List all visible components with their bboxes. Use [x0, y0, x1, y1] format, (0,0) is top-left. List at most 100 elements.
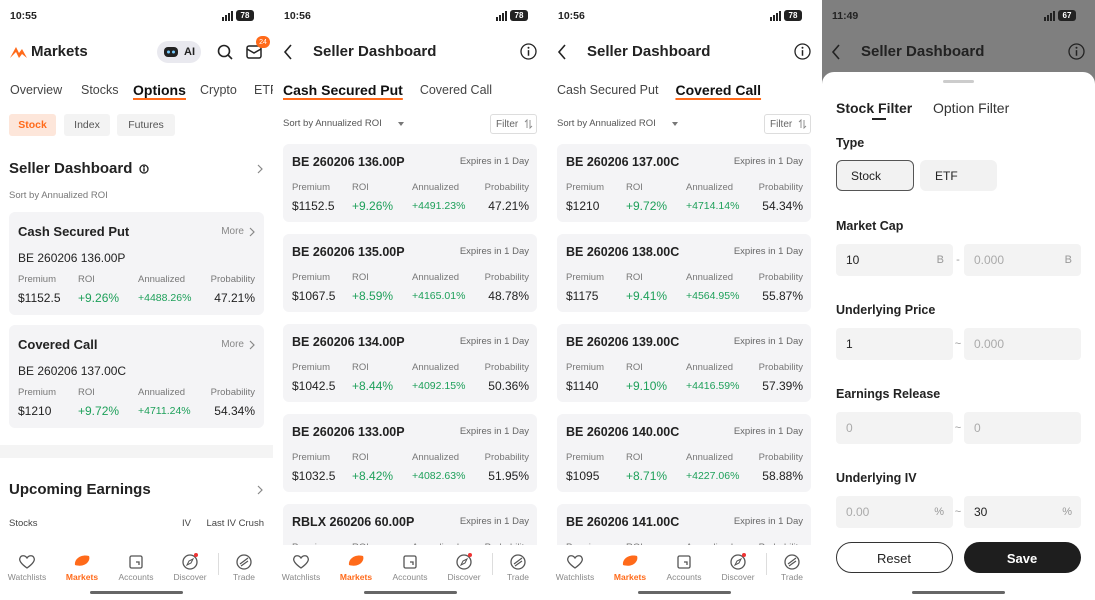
nav-label[interactable]: Markets: [613, 571, 647, 582]
nav-label[interactable]: Discover: [173, 571, 207, 582]
input-value[interactable]: 0: [974, 421, 981, 435]
nav-icon[interactable]: [621, 553, 639, 571]
option-card[interactable]: [557, 144, 811, 222]
nav-label[interactable]: Markets: [339, 571, 373, 582]
more-link[interactable]: More: [221, 225, 244, 237]
market-tab[interactable]: Overview: [10, 83, 63, 97]
ai-label[interactable]: AI: [184, 46, 195, 58]
range-input[interactable]: [964, 412, 1081, 444]
range-input[interactable]: [836, 496, 953, 528]
type-option-label[interactable]: Stock: [851, 169, 882, 183]
market-tab[interactable]: ETF: [254, 83, 273, 97]
option-card[interactable]: [283, 324, 537, 402]
nav-icon[interactable]: [509, 553, 527, 571]
summary-card[interactable]: [9, 212, 264, 315]
mail-icon[interactable]: [246, 45, 262, 59]
range-input[interactable]: [964, 328, 1081, 360]
nav-icon[interactable]: [401, 553, 419, 571]
range-input[interactable]: [836, 328, 953, 360]
filter-tab[interactable]: Option Filter: [933, 100, 1010, 116]
filter-label[interactable]: Filter: [496, 118, 519, 130]
type-option[interactable]: [920, 160, 997, 191]
back-button[interactable]: [831, 44, 841, 60]
search-icon[interactable]: [217, 44, 233, 60]
range-input[interactable]: [964, 244, 1081, 276]
type-option[interactable]: [836, 160, 914, 191]
input-value[interactable]: 0: [846, 421, 853, 435]
nav-label[interactable]: Trade: [233, 571, 255, 582]
nav-label[interactable]: Trade: [507, 571, 529, 582]
filter-button[interactable]: [764, 114, 811, 134]
nav-label[interactable]: Discover: [447, 571, 481, 582]
nav-icon[interactable]: [181, 553, 199, 571]
chip-label[interactable]: Stock: [18, 119, 47, 131]
nav-label[interactable]: Accounts: [666, 571, 702, 582]
market-tab[interactable]: Options: [133, 82, 186, 98]
chip-label[interactable]: Index: [74, 119, 100, 131]
input-value[interactable]: 1: [846, 337, 853, 351]
back-button[interactable]: [283, 44, 293, 60]
market-tab[interactable]: Stocks: [81, 83, 119, 97]
option-card[interactable]: [557, 414, 811, 492]
filter-chip[interactable]: [64, 114, 110, 136]
input-value[interactable]: 0.000: [974, 337, 1005, 351]
nav-label[interactable]: Discover: [721, 571, 755, 582]
nav-icon[interactable]: [455, 553, 473, 571]
sort-label[interactable]: Sort by Annualized ROI: [283, 118, 382, 129]
nav-icon[interactable]: [347, 553, 365, 571]
info-icon[interactable]: [139, 164, 149, 174]
dashboard-tab[interactable]: Covered Call: [419, 83, 493, 97]
filter-chip[interactable]: [117, 114, 175, 136]
input-value[interactable]: 30: [974, 505, 988, 519]
nav-label[interactable]: Accounts: [392, 571, 428, 582]
dashboard-tab[interactable]: Cash Secured Put: [283, 82, 403, 98]
range-input[interactable]: [836, 412, 953, 444]
range-input[interactable]: [964, 496, 1081, 528]
nav-icon[interactable]: [73, 553, 91, 571]
reset-button[interactable]: [836, 542, 953, 573]
input-value[interactable]: 0.000: [974, 253, 1005, 267]
nav-icon[interactable]: [18, 553, 36, 571]
nav-icon[interactable]: [729, 553, 747, 571]
dashboard-tab[interactable]: Cash Secured Put: [557, 83, 659, 97]
save-button[interactable]: [964, 542, 1081, 573]
input-value[interactable]: 0.00: [846, 505, 870, 519]
nav-icon[interactable]: [127, 553, 145, 571]
info-icon[interactable]: [520, 43, 537, 60]
filter-chip[interactable]: [9, 114, 56, 136]
info-icon[interactable]: [794, 43, 811, 60]
nav-icon[interactable]: [292, 553, 310, 571]
nav-label[interactable]: Watchlists: [281, 571, 321, 582]
nav-icon[interactable]: [783, 553, 801, 571]
type-option-label[interactable]: ETF: [935, 169, 958, 183]
option-card[interactable]: [557, 234, 811, 312]
input-value[interactable]: 10: [846, 253, 860, 267]
nav-icon[interactable]: [566, 553, 584, 571]
nav-icon[interactable]: [235, 553, 253, 571]
option-card[interactable]: [557, 324, 811, 402]
option-card[interactable]: [283, 144, 537, 222]
info-icon[interactable]: [1068, 43, 1085, 60]
reset-label[interactable]: Reset: [877, 550, 911, 566]
nav-label[interactable]: Markets: [65, 571, 99, 582]
ai-button[interactable]: [157, 41, 201, 63]
nav-label[interactable]: Accounts: [118, 571, 154, 582]
filter-tab[interactable]: Stock Filter: [836, 100, 913, 116]
nav-label[interactable]: Watchlists: [555, 571, 595, 582]
back-button[interactable]: [557, 44, 567, 60]
option-card[interactable]: [283, 234, 537, 312]
filter-button[interactable]: [490, 114, 537, 134]
nav-label[interactable]: Trade: [781, 571, 803, 582]
dashboard-tab[interactable]: Covered Call: [675, 82, 762, 98]
sort-label[interactable]: Sort by Annualized ROI: [557, 118, 656, 129]
option-card[interactable]: [283, 414, 537, 492]
chip-label[interactable]: Futures: [128, 119, 164, 131]
market-tab[interactable]: Crypto: [200, 83, 237, 97]
nav-icon[interactable]: [675, 553, 693, 571]
save-label[interactable]: Save: [1006, 550, 1038, 566]
filter-label[interactable]: Filter: [770, 118, 793, 130]
summary-card[interactable]: [9, 325, 264, 428]
range-input[interactable]: [836, 244, 953, 276]
nav-label[interactable]: Watchlists: [7, 571, 47, 582]
more-link[interactable]: More: [221, 338, 244, 350]
